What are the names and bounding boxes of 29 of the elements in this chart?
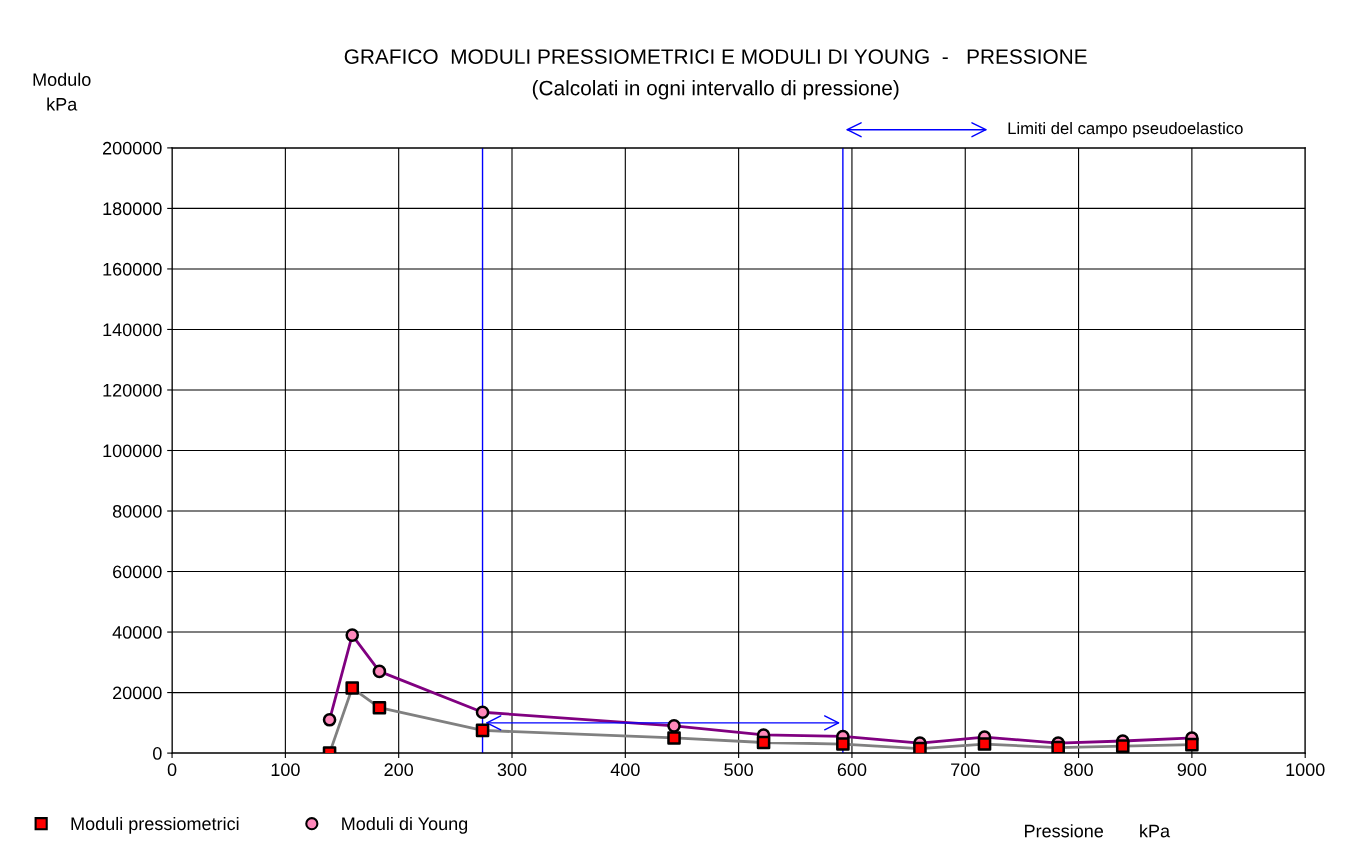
- y-tick-label: 0: [153, 747, 162, 760]
- y-tick-label: 100000: [103, 444, 162, 458]
- chart-subtitle: (Calcolati in ogni intervallo di pressione): [532, 80, 899, 100]
- x-axis-title: Pressione kPa: [1025, 824, 1171, 838]
- y-tick-label: 140000: [103, 323, 162, 337]
- x-tick-label: 900: [1177, 763, 1207, 777]
- x-tick-label: 100: [271, 763, 300, 777]
- x-tick-label: 200: [384, 763, 414, 777]
- chart-title: GRAFICO MODULI PRESSIOMETRICI E MODULI DI YOUNG - PRESSIONE: [344, 49, 1087, 64]
- y-tick-label: 40000: [112, 625, 162, 639]
- y-tick-label: 120000: [103, 383, 162, 397]
- x-tick-label: 500: [724, 763, 753, 777]
- x-tick-label: 800: [1064, 763, 1093, 777]
- x-tick-label: 700: [951, 763, 980, 777]
- x-tick-label: 400: [610, 763, 640, 777]
- x-tick-label: 0: [167, 763, 177, 777]
- y-tick-label: 20000: [113, 686, 162, 700]
- x-tick-label: 300: [497, 763, 527, 777]
- legend-label: Moduli pressiometrici: [71, 816, 239, 834]
- x-tick-label: 600: [837, 763, 867, 777]
- y-tick-label: 180000: [103, 202, 162, 216]
- x-tick-label: 1000: [1286, 763, 1325, 777]
- y-axis-title: Modulo kPa: [33, 72, 91, 111]
- y-tick-label: 160000: [103, 262, 162, 276]
- text: Limiti del campo pseudoelastico: [1008, 121, 1243, 138]
- y-tick-label: 60000: [113, 565, 162, 579]
- y-tick-label: 200000: [103, 141, 162, 155]
- y-tick-label: 80000: [112, 504, 162, 518]
- legend-label: Moduli di Young: [342, 816, 468, 834]
